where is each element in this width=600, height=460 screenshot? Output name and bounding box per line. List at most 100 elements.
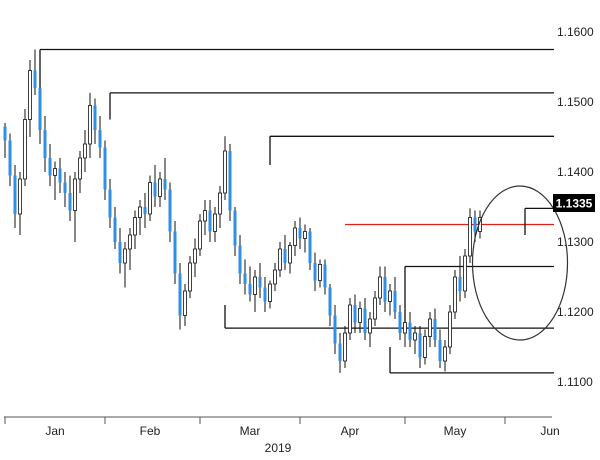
candle-36 bbox=[183, 284, 187, 326]
candle-body-78 bbox=[393, 291, 397, 312]
candle-77 bbox=[388, 284, 392, 316]
candle-body-94 bbox=[473, 217, 477, 232]
candle-body-48 bbox=[243, 273, 247, 284]
candle-2 bbox=[13, 165, 17, 228]
candle-body-85 bbox=[428, 318, 432, 337]
candle-body-13 bbox=[68, 193, 72, 211]
candle-body-31 bbox=[158, 178, 162, 197]
candle-89 bbox=[448, 305, 452, 354]
candle-3 bbox=[18, 172, 22, 235]
x-axis: 2019 Jan Feb Mar Apr May Jun bbox=[4, 416, 560, 455]
candle-90 bbox=[453, 270, 457, 319]
candle-body-41 bbox=[208, 210, 212, 232]
candle-60 bbox=[303, 224, 307, 253]
candle-43 bbox=[218, 186, 222, 228]
candle-body-75 bbox=[378, 276, 382, 299]
candle-body-62 bbox=[313, 263, 317, 281]
candle-body-58 bbox=[293, 227, 297, 246]
candle-body-86 bbox=[433, 319, 437, 340]
candle-body-70 bbox=[353, 305, 357, 323]
candle-body-79 bbox=[398, 312, 402, 333]
level-lines bbox=[39, 48, 554, 374]
candle-body-8 bbox=[43, 130, 47, 158]
candle-19 bbox=[98, 116, 102, 158]
candle-71 bbox=[358, 301, 362, 333]
candle-28 bbox=[143, 193, 147, 228]
candle-body-37 bbox=[188, 262, 192, 292]
highlight-ellipse-group bbox=[471, 185, 569, 341]
candle-body-14 bbox=[73, 178, 77, 211]
candle-body-3 bbox=[18, 178, 22, 215]
candle-body-15 bbox=[78, 157, 82, 180]
candle-38 bbox=[193, 238, 197, 277]
candle-body-11 bbox=[58, 168, 62, 183]
candle-47 bbox=[238, 235, 242, 284]
candle-15 bbox=[78, 151, 82, 193]
candle-body-20 bbox=[103, 147, 107, 190]
candle-49 bbox=[248, 266, 252, 302]
candle-73 bbox=[368, 312, 372, 347]
candle-body-29 bbox=[148, 182, 152, 215]
candle-body-92 bbox=[463, 255, 467, 292]
candle-52 bbox=[263, 277, 267, 312]
candle-81 bbox=[408, 312, 412, 347]
candle-body-80 bbox=[403, 322, 407, 334]
highlight-ellipse bbox=[471, 185, 569, 341]
candle-body-25 bbox=[128, 234, 132, 250]
candle-body-16 bbox=[83, 143, 87, 159]
candle-body-74 bbox=[373, 297, 377, 320]
candle-46 bbox=[233, 207, 237, 256]
candle-59 bbox=[298, 217, 302, 249]
candle-body-64 bbox=[323, 264, 327, 288]
candle-44 bbox=[223, 136, 227, 200]
candle-body-63 bbox=[318, 263, 322, 281]
candle-50 bbox=[253, 270, 257, 312]
x-month-label-2: Mar bbox=[240, 424, 261, 438]
candle-body-23 bbox=[118, 242, 122, 263]
candle-75 bbox=[378, 266, 382, 305]
candle-27 bbox=[138, 200, 142, 235]
y-tick-label-0: 1.1600 bbox=[557, 25, 594, 39]
candle-17 bbox=[88, 92, 92, 158]
candle-body-84 bbox=[423, 336, 427, 358]
candle-64 bbox=[323, 259, 327, 295]
candle-body-82 bbox=[413, 332, 417, 341]
candle-22 bbox=[113, 207, 117, 249]
candle-body-91 bbox=[458, 277, 462, 291]
candle-body-32 bbox=[163, 179, 167, 190]
candle-body-0 bbox=[3, 126, 7, 141]
y-tick-label-5: 1.1100 bbox=[557, 375, 593, 389]
candle-body-56 bbox=[283, 249, 287, 263]
candle-40 bbox=[203, 200, 207, 235]
candle-body-4 bbox=[23, 119, 27, 180]
candle-6 bbox=[33, 49, 37, 95]
candle-62 bbox=[313, 252, 317, 291]
candles bbox=[3, 49, 482, 373]
candle-18 bbox=[93, 98, 97, 144]
candle-76 bbox=[383, 266, 387, 312]
candle-5 bbox=[28, 60, 32, 137]
current-price-box bbox=[553, 194, 595, 212]
candle-body-10 bbox=[53, 168, 57, 176]
candle-body-72 bbox=[363, 308, 367, 333]
candle-body-67 bbox=[338, 343, 342, 361]
candle-body-12 bbox=[63, 182, 67, 193]
candle-body-55 bbox=[278, 248, 282, 271]
x-month-label-5: Jun bbox=[540, 424, 559, 438]
candle-13 bbox=[68, 175, 72, 221]
candle-23 bbox=[118, 228, 122, 274]
candle-body-26 bbox=[133, 217, 137, 236]
candle-body-52 bbox=[263, 287, 267, 302]
candle-body-5 bbox=[28, 70, 32, 120]
candle-body-81 bbox=[408, 322, 412, 340]
candle-84 bbox=[423, 329, 427, 365]
candle-body-42 bbox=[213, 213, 217, 232]
candle-body-43 bbox=[218, 192, 222, 215]
candle-85 bbox=[428, 312, 432, 347]
candle-body-9 bbox=[48, 158, 52, 176]
candle-12 bbox=[63, 172, 67, 207]
candle-37 bbox=[188, 256, 192, 298]
candle-body-83 bbox=[418, 333, 422, 358]
candle-69 bbox=[348, 298, 352, 340]
